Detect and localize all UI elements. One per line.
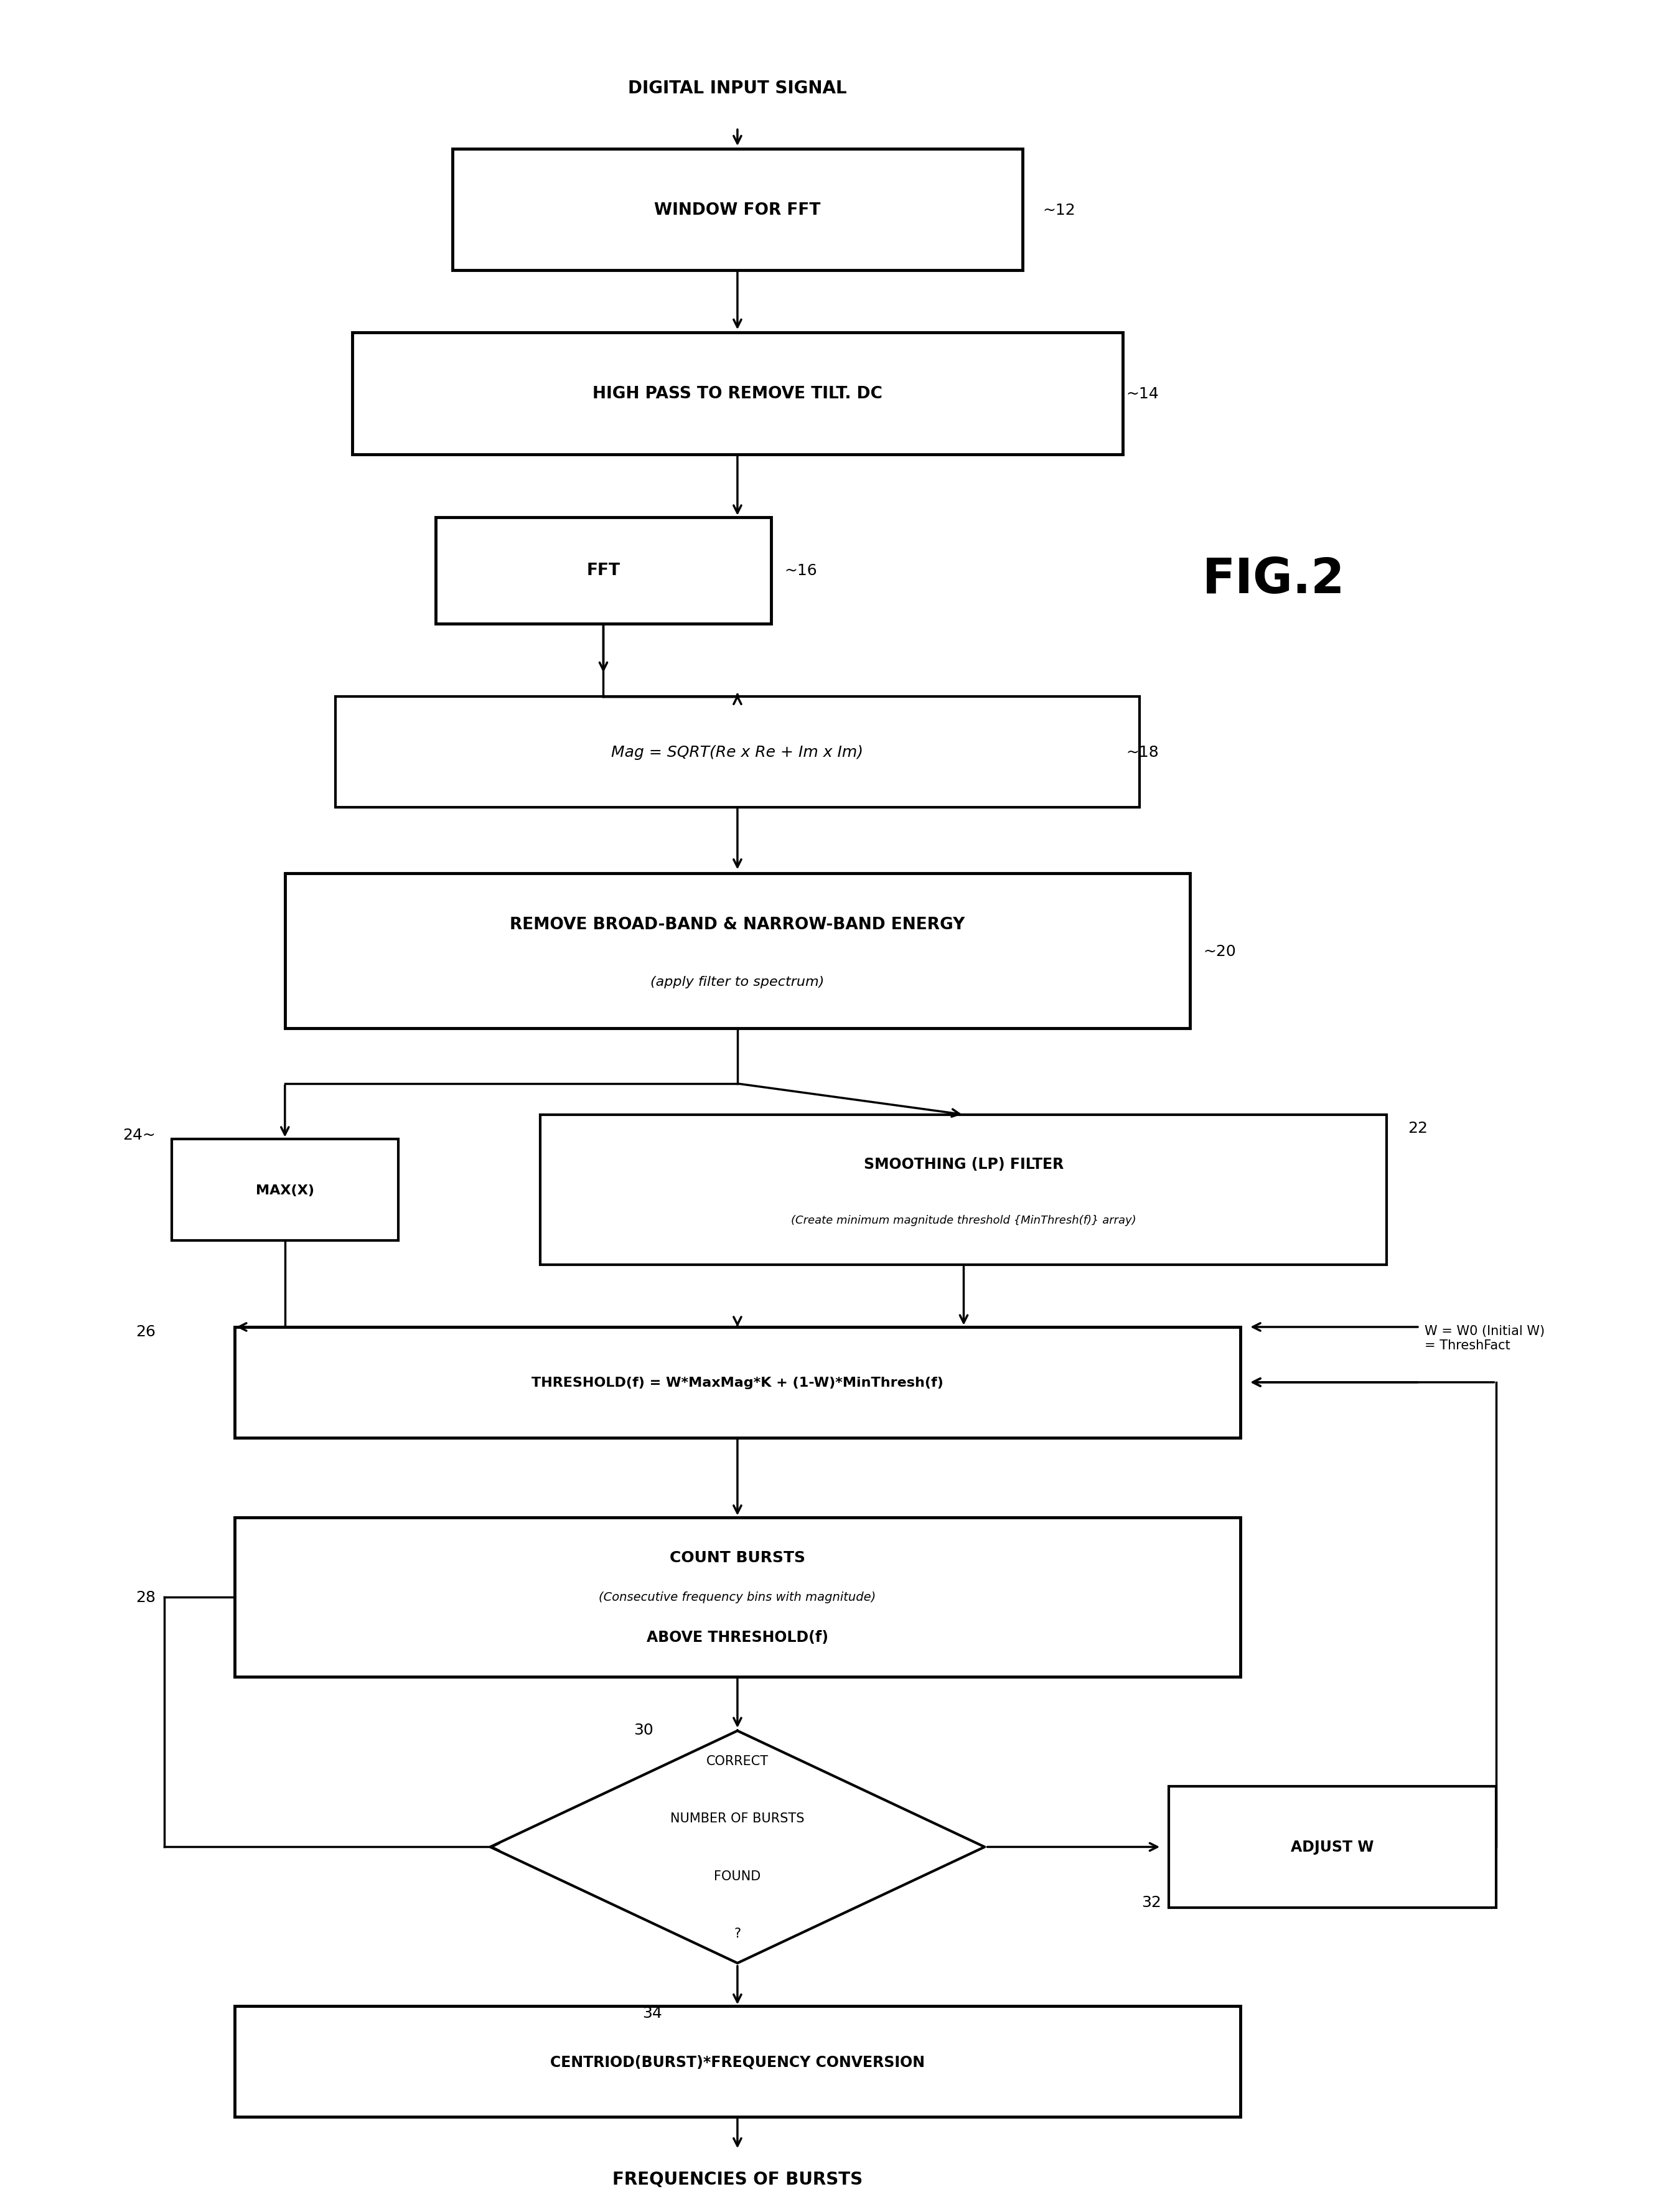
Text: CENTRIOD(BURST)*FREQUENCY CONVERSION: CENTRIOD(BURST)*FREQUENCY CONVERSION [550,2055,925,2068]
Text: 22: 22 [1408,1121,1428,1135]
Text: ~14: ~14 [1126,387,1160,400]
Text: FFT: FFT [587,562,620,580]
Text: CORRECT: CORRECT [706,1754,769,1767]
Text: FIG.2: FIG.2 [1202,555,1346,604]
FancyBboxPatch shape [285,874,1190,1029]
Text: FREQUENCIES OF BURSTS: FREQUENCIES OF BURSTS [612,2170,863,2188]
Text: REMOVE BROAD-BAND & NARROW-BAND ENERGY: REMOVE BROAD-BAND & NARROW-BAND ENERGY [510,916,965,933]
FancyBboxPatch shape [1170,1787,1495,1907]
Text: 32: 32 [1141,1896,1161,1909]
Text: ~20: ~20 [1203,945,1237,958]
Polygon shape [489,1730,985,1964]
Text: 34: 34 [642,2006,662,2020]
Text: ABOVE THRESHOLD(f): ABOVE THRESHOLD(f) [647,1630,828,1644]
FancyBboxPatch shape [436,518,771,624]
FancyBboxPatch shape [235,2006,1240,2117]
FancyBboxPatch shape [335,697,1140,807]
FancyBboxPatch shape [352,332,1123,456]
Text: NUMBER OF BURSTS: NUMBER OF BURSTS [670,1812,804,1825]
Text: ~12: ~12 [1042,204,1076,217]
Text: ~16: ~16 [784,564,818,577]
Text: ~18: ~18 [1126,745,1160,759]
Text: (Create minimum magnitude threshold {MinThresh(f)} array): (Create minimum magnitude threshold {Min… [791,1214,1136,1225]
Text: MAX(X): MAX(X) [256,1183,313,1197]
Text: HIGH PASS TO REMOVE TILT. DC: HIGH PASS TO REMOVE TILT. DC [593,385,882,403]
Text: ADJUST W: ADJUST W [1291,1840,1374,1854]
Text: WINDOW FOR FFT: WINDOW FOR FFT [654,201,821,219]
Text: (Consecutive frequency bins with magnitude): (Consecutive frequency bins with magnitu… [598,1590,877,1604]
Text: SMOOTHING (LP) FILTER: SMOOTHING (LP) FILTER [863,1157,1064,1172]
Text: FOUND: FOUND [714,1869,761,1882]
Text: 24~: 24~ [122,1128,156,1141]
Text: THRESHOLD(f) = W*MaxMag*K + (1-W)*MinThresh(f): THRESHOLD(f) = W*MaxMag*K + (1-W)*MinThr… [531,1376,944,1389]
FancyBboxPatch shape [235,1327,1240,1438]
Text: Mag = SQRT(Re x Re + Im x Im): Mag = SQRT(Re x Re + Im x Im) [612,745,863,759]
Text: 28: 28 [136,1590,156,1604]
Text: 26: 26 [136,1325,156,1338]
Text: DIGITAL INPUT SIGNAL: DIGITAL INPUT SIGNAL [628,80,846,97]
FancyBboxPatch shape [235,1517,1240,1677]
FancyBboxPatch shape [540,1115,1386,1265]
Text: W = W0 (Initial W)
= ThreshFact: W = W0 (Initial W) = ThreshFact [1425,1325,1545,1352]
Text: ?: ? [734,1927,741,1940]
FancyBboxPatch shape [453,150,1022,270]
Text: (apply filter to spectrum): (apply filter to spectrum) [650,975,825,989]
Text: 30: 30 [634,1723,654,1736]
FancyBboxPatch shape [173,1139,399,1241]
Text: COUNT BURSTS: COUNT BURSTS [670,1551,804,1564]
